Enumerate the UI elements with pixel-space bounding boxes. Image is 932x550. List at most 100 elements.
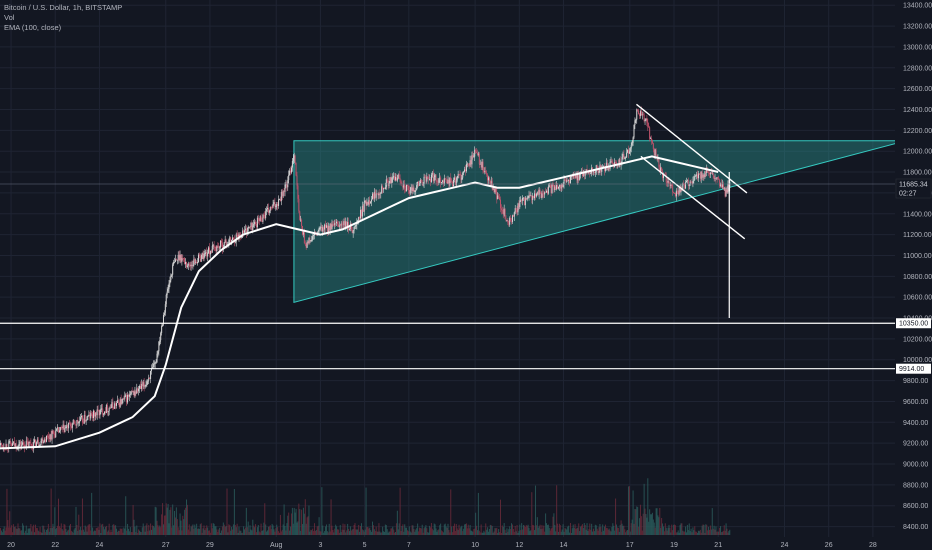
time-axis[interactable]: 20 22 24 27 29 Aug 3 5 7 10 12 14 17 19 21 24 26 28 bbox=[0, 537, 932, 550]
volume-bar bbox=[640, 516, 642, 535]
volume-bar bbox=[67, 530, 69, 535]
candle-body bbox=[11, 443, 13, 446]
volume-bar bbox=[700, 532, 702, 535]
candle-body bbox=[530, 195, 532, 197]
horizontal-levels[interactable] bbox=[0, 322, 895, 370]
volume-bar bbox=[674, 525, 676, 535]
volume-bar bbox=[16, 528, 18, 535]
candle-body bbox=[270, 207, 272, 208]
volume-bar bbox=[586, 523, 588, 535]
volume-bar bbox=[472, 531, 474, 535]
candle-body bbox=[224, 239, 226, 243]
volume-bar bbox=[432, 530, 434, 535]
volume-bar bbox=[48, 531, 50, 535]
volume-bar bbox=[557, 523, 559, 535]
volume-bar bbox=[132, 504, 134, 535]
candle-body bbox=[103, 413, 105, 415]
candle-body bbox=[389, 177, 391, 184]
candle-body bbox=[257, 217, 259, 221]
candle-body bbox=[410, 187, 412, 191]
volume-bar bbox=[49, 528, 51, 535]
candle-body bbox=[284, 184, 286, 192]
volume-bar bbox=[340, 532, 342, 535]
volume-indicator-label[interactable]: Vol bbox=[4, 13, 15, 22]
candle-body bbox=[10, 441, 12, 444]
volume-bar bbox=[448, 530, 450, 535]
candle-body bbox=[436, 181, 438, 183]
candle-body bbox=[627, 149, 629, 153]
volume-bar bbox=[353, 524, 355, 535]
volume-bar bbox=[157, 525, 159, 535]
volume-bar bbox=[619, 524, 621, 535]
volume-bar bbox=[388, 531, 390, 535]
candle-body bbox=[454, 177, 456, 186]
volume-bar bbox=[88, 524, 90, 535]
volume-bar bbox=[339, 525, 341, 535]
volume-bar bbox=[410, 532, 412, 535]
price-tick-label: 11200.00 bbox=[903, 232, 932, 239]
candle-body bbox=[643, 114, 645, 121]
candle-body bbox=[456, 178, 458, 181]
candle-body bbox=[431, 172, 433, 175]
ema-indicator-label[interactable]: EMA (100, close) bbox=[4, 23, 62, 32]
volume-bar bbox=[545, 513, 547, 535]
volume-bar bbox=[638, 526, 640, 535]
volume-bar bbox=[707, 530, 709, 535]
volume-bar bbox=[324, 531, 326, 535]
volume-bar bbox=[114, 525, 116, 535]
volume-bar bbox=[493, 531, 495, 535]
price-axis[interactable]: 8400.008600.008800.009000.009200.009400.… bbox=[895, 0, 932, 550]
volume-bar bbox=[691, 532, 693, 535]
candle-body bbox=[342, 224, 344, 226]
volume-bar bbox=[434, 524, 436, 535]
candle-body bbox=[432, 172, 434, 182]
candle-body bbox=[161, 325, 163, 334]
volume-bar bbox=[232, 524, 234, 535]
candle-body bbox=[136, 388, 138, 394]
candle-body bbox=[578, 174, 580, 180]
volume-bar bbox=[476, 525, 478, 535]
candle-body bbox=[287, 180, 289, 188]
candle-body bbox=[154, 362, 156, 364]
candle-body bbox=[710, 172, 712, 174]
price-tick-label: 9600.00 bbox=[903, 399, 928, 406]
candle-body bbox=[722, 184, 724, 189]
volume-bar bbox=[547, 524, 549, 535]
candle-body bbox=[447, 179, 449, 184]
volume-bar bbox=[360, 523, 362, 535]
candle-body bbox=[393, 175, 395, 177]
symbol-title[interactable]: Bitcoin / U.S. Dollar, 1h, BITSTAMP bbox=[4, 3, 123, 12]
candle-body bbox=[291, 160, 293, 168]
candle-body bbox=[511, 215, 513, 222]
volume-bar bbox=[136, 525, 138, 535]
volume-bar bbox=[282, 524, 284, 535]
candle-body bbox=[140, 384, 142, 389]
volume-bar bbox=[442, 532, 444, 535]
candle-body bbox=[51, 431, 53, 440]
candle-body bbox=[388, 183, 390, 186]
candle-body bbox=[40, 440, 42, 445]
volume-bar bbox=[541, 525, 543, 535]
candle-body bbox=[226, 244, 228, 246]
candle-body bbox=[719, 179, 721, 186]
candle-body bbox=[280, 191, 282, 201]
candle-body bbox=[176, 259, 178, 261]
candle-body bbox=[564, 179, 566, 181]
candle-body bbox=[439, 177, 441, 180]
price-tick-label: 8400.00 bbox=[903, 524, 928, 531]
volume-bar bbox=[260, 523, 262, 535]
candle-body bbox=[641, 114, 643, 116]
volume-bar bbox=[337, 529, 339, 535]
candle-body bbox=[347, 222, 349, 228]
candle-body bbox=[479, 163, 481, 165]
trend-drawings[interactable] bbox=[0, 103, 895, 319]
volume-bar bbox=[374, 531, 376, 535]
candle-body bbox=[93, 410, 95, 417]
candle-body bbox=[339, 225, 341, 227]
volume-bar bbox=[116, 531, 118, 535]
candle-body bbox=[623, 154, 625, 159]
volume-bar bbox=[267, 526, 269, 535]
volume-bar bbox=[720, 532, 722, 535]
volume-bar bbox=[535, 525, 537, 535]
